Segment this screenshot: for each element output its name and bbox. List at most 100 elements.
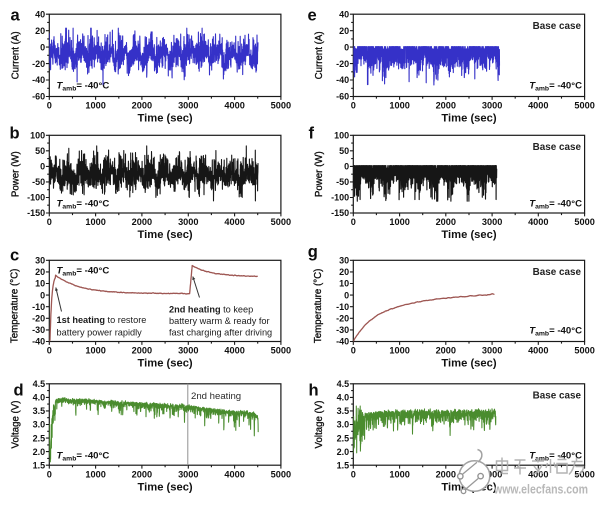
svg-text:Time (sec): Time (sec) [441, 358, 496, 370]
svg-text:5000: 5000 [271, 101, 291, 111]
svg-text:1st heating to restore: 1st heating to restore [57, 315, 147, 325]
svg-text:-150: -150 [331, 208, 349, 218]
svg-text:0: 0 [344, 42, 349, 52]
svg-text:40: 40 [339, 9, 349, 19]
svg-text:0: 0 [344, 162, 349, 172]
svg-text:4000: 4000 [528, 469, 548, 479]
svg-text:Power (W): Power (W) [314, 151, 325, 197]
svg-text:4000: 4000 [528, 217, 548, 227]
svg-text:e: e [308, 7, 317, 25]
svg-text:0: 0 [351, 101, 356, 111]
svg-text:g: g [308, 243, 318, 261]
svg-text:Tamb= -40°C: Tamb= -40°C [57, 81, 110, 93]
svg-text:1000: 1000 [85, 217, 105, 227]
svg-text:1000: 1000 [389, 217, 409, 227]
svg-text:4.0: 4.0 [33, 393, 46, 403]
svg-text:0: 0 [40, 42, 45, 52]
svg-text:20: 20 [35, 267, 45, 277]
svg-text:2000: 2000 [132, 346, 152, 356]
svg-text:1000: 1000 [85, 101, 105, 111]
svg-text:1000: 1000 [389, 346, 409, 356]
svg-text:Tamb= -40°C: Tamb= -40°C [57, 266, 110, 278]
svg-text:h: h [309, 382, 319, 400]
svg-text:-20: -20 [336, 314, 349, 324]
svg-text:50: 50 [35, 146, 45, 156]
svg-text:-100: -100 [331, 193, 349, 203]
svg-text:3000: 3000 [482, 469, 502, 479]
svg-text:2.0: 2.0 [337, 447, 350, 457]
svg-text:-50: -50 [32, 177, 45, 187]
svg-text:2nd heating: 2nd heating [191, 391, 241, 402]
svg-text:2000: 2000 [436, 469, 456, 479]
svg-text:-50: -50 [336, 177, 349, 187]
svg-text:fast charging after driving: fast charging after driving [169, 328, 272, 338]
svg-text:Base case: Base case [533, 142, 582, 153]
svg-text:100: 100 [30, 131, 45, 141]
svg-text:-40: -40 [336, 337, 349, 347]
svg-text:100: 100 [334, 131, 349, 141]
svg-text:2.0: 2.0 [33, 447, 46, 457]
svg-text:4000: 4000 [224, 217, 244, 227]
svg-text:Temperature (°C): Temperature (°C) [313, 269, 324, 343]
svg-text:d: d [14, 382, 24, 400]
svg-text:4.5: 4.5 [33, 379, 46, 389]
svg-text:c: c [10, 247, 19, 265]
svg-text:5000: 5000 [271, 469, 291, 479]
svg-text:4.5: 4.5 [337, 379, 350, 389]
svg-text:1000: 1000 [85, 346, 105, 356]
svg-text:2000: 2000 [132, 101, 152, 111]
svg-text:3.0: 3.0 [337, 420, 350, 430]
svg-text:30: 30 [339, 256, 349, 266]
svg-text:-30: -30 [32, 325, 45, 335]
svg-text:2000: 2000 [132, 469, 152, 479]
svg-text:Tamb= -40°C: Tamb= -40°C [529, 81, 582, 93]
svg-text:0: 0 [47, 217, 52, 227]
svg-text:0: 0 [40, 290, 45, 300]
svg-text:Time (sec): Time (sec) [138, 358, 193, 370]
svg-text:4000: 4000 [528, 346, 548, 356]
svg-text:1000: 1000 [85, 469, 105, 479]
svg-text:Time (sec): Time (sec) [441, 229, 496, 241]
svg-text:-100: -100 [27, 193, 45, 203]
svg-text:0: 0 [351, 469, 356, 479]
svg-text:5000: 5000 [574, 346, 594, 356]
svg-text:1000: 1000 [389, 469, 409, 479]
svg-text:30: 30 [35, 256, 45, 266]
svg-text:-40: -40 [32, 75, 45, 85]
svg-text:Base case: Base case [533, 21, 582, 32]
svg-text:2.5: 2.5 [33, 433, 46, 443]
svg-text:1.5: 1.5 [33, 460, 46, 470]
svg-text:-20: -20 [32, 59, 45, 69]
svg-text:www.elecfans.com: www.elecfans.com [493, 483, 588, 497]
svg-text:0: 0 [40, 162, 45, 172]
svg-text:2000: 2000 [132, 217, 152, 227]
svg-text:-30: -30 [336, 325, 349, 335]
svg-text:3.0: 3.0 [33, 420, 46, 430]
svg-text:Time (sec): Time (sec) [138, 481, 193, 493]
svg-text:0: 0 [47, 346, 52, 356]
svg-text:-20: -20 [336, 59, 349, 69]
svg-text:3000: 3000 [178, 469, 198, 479]
svg-text:3000: 3000 [178, 101, 198, 111]
svg-text:3.5: 3.5 [33, 406, 46, 416]
svg-text:40: 40 [35, 9, 45, 19]
svg-text:a: a [11, 7, 21, 25]
svg-text:-60: -60 [336, 92, 349, 102]
svg-text:0: 0 [47, 469, 52, 479]
svg-text:3.5: 3.5 [337, 406, 350, 416]
svg-text:1000: 1000 [389, 101, 409, 111]
svg-text:Temperature (°C): Temperature (°C) [10, 269, 21, 343]
svg-text:Current (A): Current (A) [11, 31, 22, 79]
svg-text:Voltage (V): Voltage (V) [11, 401, 22, 449]
svg-text:-20: -20 [32, 314, 45, 324]
svg-text:4000: 4000 [528, 101, 548, 111]
svg-text:5000: 5000 [574, 217, 594, 227]
svg-text:0: 0 [344, 290, 349, 300]
svg-text:5000: 5000 [271, 346, 291, 356]
svg-text:battery power rapidly: battery power rapidly [57, 327, 143, 337]
svg-text:battery warm & ready for: battery warm & ready for [169, 316, 270, 326]
svg-text:0: 0 [47, 101, 52, 111]
svg-text:20: 20 [35, 26, 45, 36]
svg-text:Current (A): Current (A) [314, 31, 325, 79]
svg-text:f: f [309, 125, 315, 143]
